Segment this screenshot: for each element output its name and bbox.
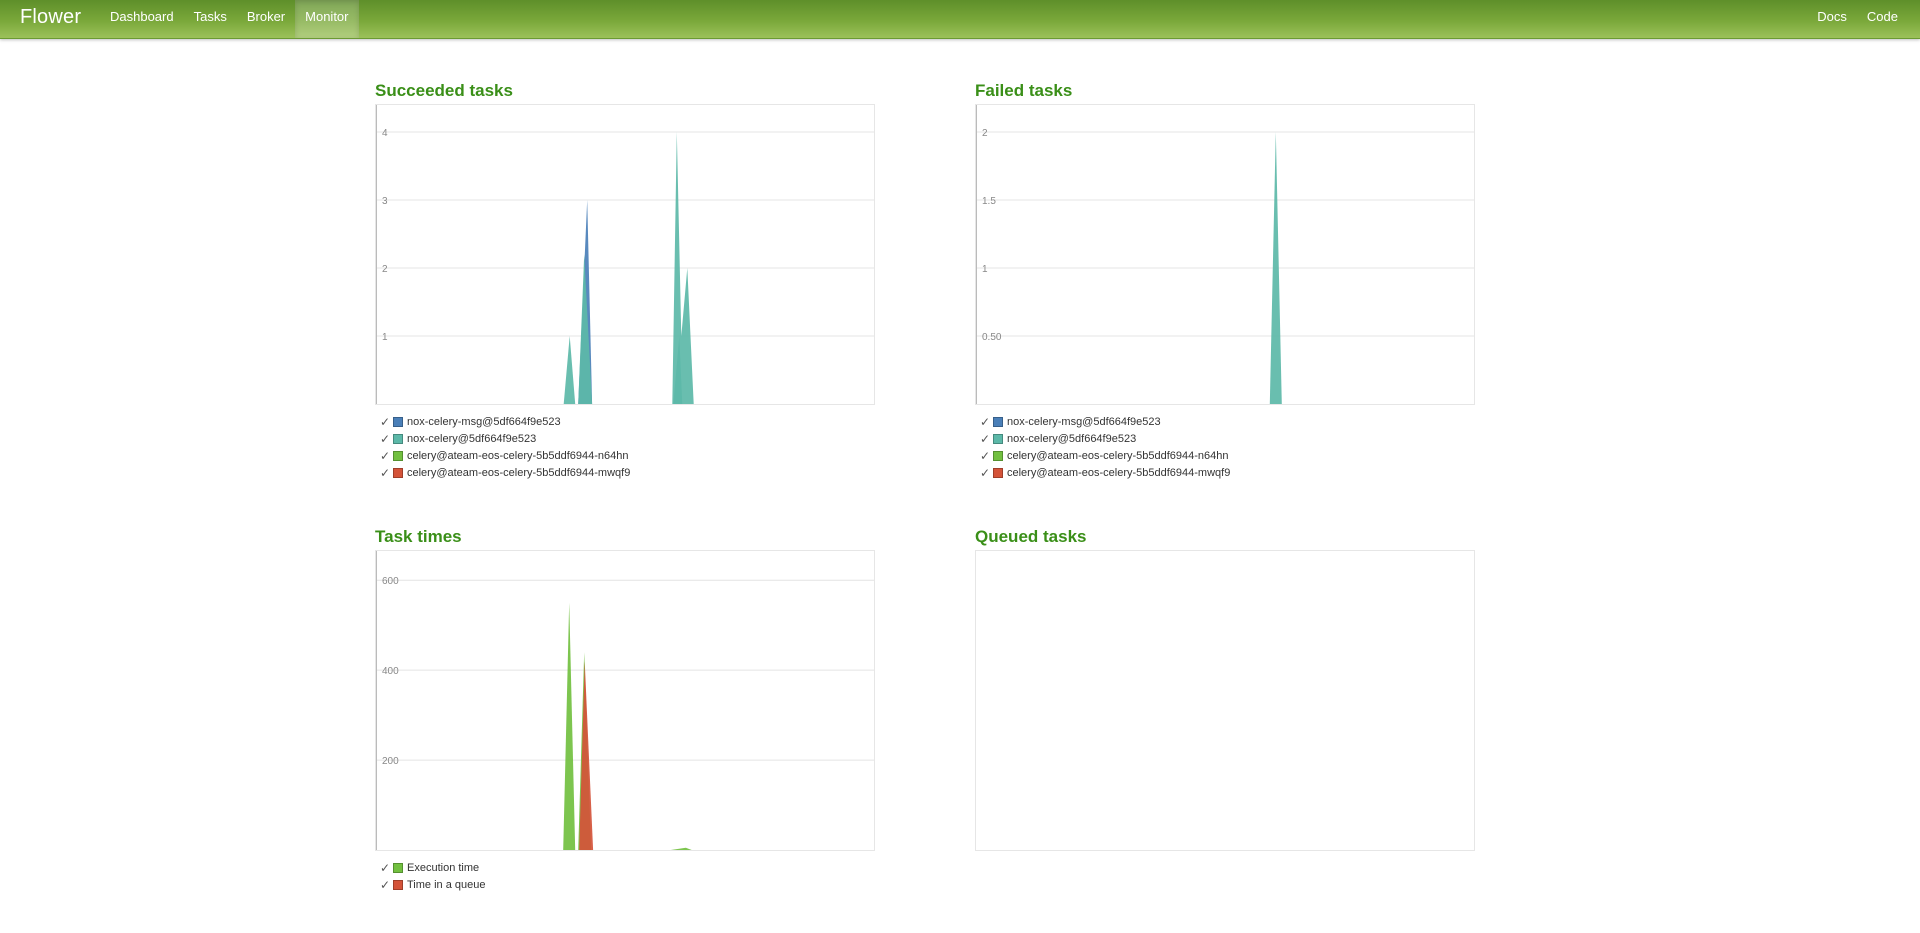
failed-tasks-legend: ✓ nox-celery-msg@5df664f9e523 ✓ nox-cele… xyxy=(975,413,1475,481)
failed-tasks-panel: Failed tasks 0.50 1 1.5 2 ✓ nox-celery-msg@… xyxy=(975,80,1475,481)
y-tick-label: 1 xyxy=(382,332,388,343)
succeeded-tasks-legend: ✓ nox-celery-msg@5df664f9e523 ✓ nox-cele… xyxy=(375,413,875,481)
legend-label: celery@ateam-eos-celery-5b5ddf6944-mwqf9 xyxy=(1007,466,1231,479)
y-tick-label: 0.50 xyxy=(982,332,1002,343)
legend-swatch xyxy=(993,416,1003,427)
check-icon: ✓ xyxy=(379,860,391,875)
queued-tasks-title: Queued tasks xyxy=(975,527,1087,546)
y-tick-label: 2 xyxy=(982,128,988,139)
succeeded-tasks-chart: 1 2 3 4 xyxy=(376,105,874,404)
succeeded-tasks-chart-container: 1 2 3 4 xyxy=(375,104,875,405)
legend-label: nox-celery@5df664f9e523 xyxy=(407,432,537,445)
secondary-nav: Docs Code xyxy=(1807,0,1908,38)
legend-label: nox-celery-msg@5df664f9e523 xyxy=(1007,415,1161,428)
legend-label: celery@ateam-eos-celery-5b5ddf6944-n64hn xyxy=(1007,449,1229,462)
legend-label: Execution time xyxy=(407,861,480,874)
series-area-0 xyxy=(563,602,576,850)
task-times-panel: Task times 200 400 600 ✓ Execution time ✓ … xyxy=(375,526,875,893)
succeeded-tasks-title: Succeeded tasks xyxy=(375,81,513,100)
legend-label: nox-celery-msg@5df664f9e523 xyxy=(407,415,561,428)
main-nav: Dashboard Tasks Broker Monitor xyxy=(100,0,359,38)
failed-tasks-chart: 0.50 1 1.5 2 xyxy=(976,105,1474,404)
y-tick-label: 600 xyxy=(382,576,399,587)
legend-item-nox-celery-msg[interactable]: ✓ nox-celery-msg@5df664f9e523 xyxy=(379,413,875,430)
nav-monitor[interactable]: Monitor xyxy=(295,0,359,38)
check-icon: ✓ xyxy=(979,465,991,480)
legend-label: nox-celery@5df664f9e523 xyxy=(1007,432,1137,445)
queued-tasks-panel: Queued tasks xyxy=(975,526,1475,851)
y-tick-label: 3 xyxy=(382,196,388,207)
legend-swatch xyxy=(393,450,403,461)
task-times-chart: 200 400 600 xyxy=(376,551,874,850)
y-tick-label: 2 xyxy=(382,264,388,275)
check-icon: ✓ xyxy=(379,448,391,463)
nav-code[interactable]: Code xyxy=(1866,9,1898,24)
legend-item-celery-mwqf9[interactable]: ✓ celery@ateam-eos-celery-5b5ddf6944-mwq… xyxy=(379,464,875,481)
legend-swatch xyxy=(993,450,1003,461)
legend-swatch xyxy=(993,467,1003,478)
legend-label: celery@ateam-eos-celery-5b5ddf6944-n64hn xyxy=(407,449,629,462)
legend-swatch xyxy=(993,433,1003,444)
legend-swatch xyxy=(393,862,403,873)
check-icon: ✓ xyxy=(379,877,391,892)
y-tick-label: 200 xyxy=(382,756,399,767)
legend-item-nox-celery[interactable]: ✓ nox-celery@5df664f9e523 xyxy=(979,430,1475,447)
y-tick-label: 1 xyxy=(982,264,988,275)
check-icon: ✓ xyxy=(379,431,391,446)
failed-tasks-title: Failed tasks xyxy=(975,81,1073,100)
legend-item-time-in-queue[interactable]: ✓ Time in a queue xyxy=(379,876,875,893)
y-tick-label: 1.5 xyxy=(982,196,996,207)
series-area-1 xyxy=(563,336,576,404)
legend-swatch xyxy=(393,433,403,444)
legend-swatch xyxy=(393,467,403,478)
series-area-1 xyxy=(672,132,694,404)
legend-item-execution-time[interactable]: ✓ Execution time xyxy=(379,859,875,876)
legend-swatch xyxy=(393,416,403,427)
y-tick-label: 400 xyxy=(382,666,399,677)
check-icon: ✓ xyxy=(979,448,991,463)
series-area-1 xyxy=(578,254,593,404)
task-times-legend: ✓ Execution time ✓ Time in a queue xyxy=(375,859,875,893)
legend-item-celery-n64hn[interactable]: ✓ celery@ateam-eos-celery-5b5ddf6944-n64… xyxy=(979,447,1475,464)
series-area-0 xyxy=(670,847,692,850)
nav-dashboard[interactable]: Dashboard xyxy=(110,9,174,24)
succeeded-tasks-panel: Succeeded tasks 1 2 3 4 ✓ nox-celery-msg@5d… xyxy=(375,80,875,481)
legend-item-celery-mwqf9[interactable]: ✓ celery@ateam-eos-celery-5b5ddf6944-mwq… xyxy=(979,464,1475,481)
nav-docs[interactable]: Docs xyxy=(1817,9,1847,24)
brand-logo[interactable]: Flower xyxy=(20,6,82,28)
task-times-title: Task times xyxy=(375,527,462,546)
series-area-1 xyxy=(579,661,594,850)
check-icon: ✓ xyxy=(979,414,991,429)
queued-tasks-chart-container xyxy=(975,550,1475,851)
series-area-1 xyxy=(1269,132,1282,404)
check-icon: ✓ xyxy=(979,431,991,446)
legend-item-nox-celery[interactable]: ✓ nox-celery@5df664f9e523 xyxy=(379,430,875,447)
check-icon: ✓ xyxy=(379,414,391,429)
legend-item-celery-n64hn[interactable]: ✓ celery@ateam-eos-celery-5b5ddf6944-n64… xyxy=(379,447,875,464)
task-times-chart-container: 200 400 600 xyxy=(375,550,875,851)
legend-label: celery@ateam-eos-celery-5b5ddf6944-mwqf9 xyxy=(407,466,631,479)
legend-label: Time in a queue xyxy=(407,878,486,891)
nav-broker[interactable]: Broker xyxy=(246,9,286,24)
queued-tasks-chart xyxy=(976,551,1474,850)
check-icon: ✓ xyxy=(379,465,391,480)
top-navbar: Flower Dashboard Tasks Broker Monitor Do… xyxy=(0,0,1920,39)
y-tick-label: 4 xyxy=(382,128,388,139)
nav-tasks[interactable]: Tasks xyxy=(193,9,227,24)
legend-swatch xyxy=(393,879,403,890)
failed-tasks-chart-container: 0.50 1 1.5 2 xyxy=(975,104,1475,405)
legend-item-nox-celery-msg[interactable]: ✓ nox-celery-msg@5df664f9e523 xyxy=(979,413,1475,430)
